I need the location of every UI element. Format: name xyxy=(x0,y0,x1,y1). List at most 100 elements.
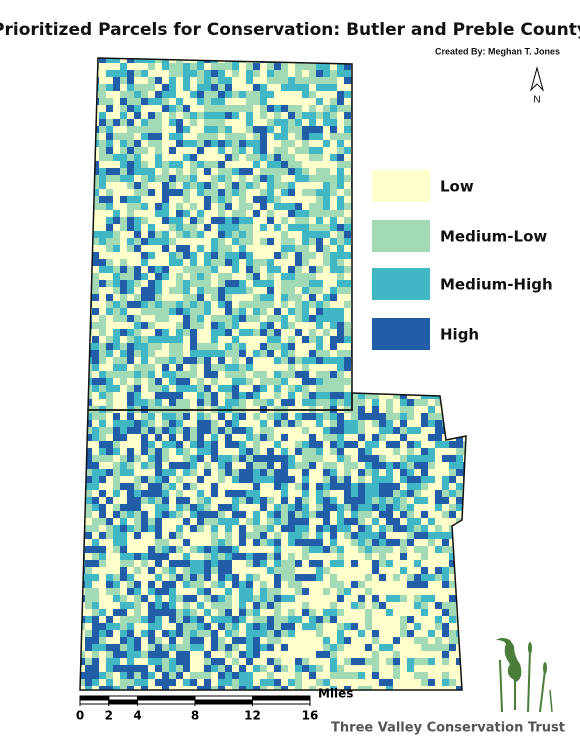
parcel xyxy=(197,441,205,449)
parcel xyxy=(428,133,436,141)
parcel xyxy=(421,539,429,547)
parcel xyxy=(225,658,233,666)
parcel xyxy=(141,630,149,638)
parcel xyxy=(99,140,107,148)
parcel xyxy=(386,378,394,386)
parcel xyxy=(99,476,107,484)
parcel xyxy=(120,490,128,498)
parcel xyxy=(365,245,373,253)
parcel xyxy=(162,483,170,491)
parcel xyxy=(253,84,261,92)
parcel xyxy=(239,637,247,645)
parcel xyxy=(92,280,100,288)
parcel xyxy=(323,252,331,260)
parcel xyxy=(344,350,352,358)
parcel xyxy=(99,308,107,316)
parcel xyxy=(162,616,170,624)
parcel xyxy=(204,532,212,540)
parcel xyxy=(330,112,338,120)
parcel xyxy=(176,343,184,351)
parcel xyxy=(316,630,324,638)
parcel xyxy=(232,252,240,260)
parcel xyxy=(456,343,464,351)
parcel xyxy=(106,560,114,568)
parcel xyxy=(253,238,261,246)
parcel xyxy=(337,462,345,470)
parcel xyxy=(141,210,149,218)
parcel xyxy=(155,434,163,442)
parcel xyxy=(323,273,331,281)
parcel xyxy=(260,532,268,540)
parcel xyxy=(267,322,275,330)
parcel xyxy=(365,308,373,316)
parcel xyxy=(428,651,436,659)
parcel xyxy=(414,518,422,526)
parcel xyxy=(253,441,261,449)
parcel xyxy=(260,336,268,344)
parcel xyxy=(386,161,394,169)
parcel xyxy=(358,651,366,659)
parcel xyxy=(141,616,149,624)
parcel xyxy=(379,539,387,547)
parcel xyxy=(239,623,247,631)
parcel xyxy=(323,147,331,155)
parcel xyxy=(358,539,366,547)
parcel xyxy=(274,210,282,218)
parcel xyxy=(435,658,443,666)
parcel xyxy=(80,630,86,638)
parcel xyxy=(197,280,205,288)
parcel xyxy=(379,378,387,386)
parcel xyxy=(99,210,107,218)
parcel xyxy=(351,490,359,498)
parcel xyxy=(246,140,254,148)
parcel xyxy=(274,518,282,526)
parcel xyxy=(428,427,436,435)
parcel xyxy=(365,420,373,428)
parcel xyxy=(260,665,268,673)
parcel xyxy=(176,434,184,442)
parcel xyxy=(316,420,324,428)
parcel xyxy=(92,294,100,302)
parcel xyxy=(351,427,359,435)
parcel xyxy=(400,301,408,309)
parcel xyxy=(330,70,338,78)
parcel xyxy=(92,245,100,253)
parcel xyxy=(330,322,338,330)
parcel xyxy=(120,140,128,148)
parcel xyxy=(421,455,429,463)
parcel xyxy=(162,343,170,351)
parcel xyxy=(155,560,163,568)
parcel xyxy=(302,70,310,78)
parcel xyxy=(428,147,436,155)
parcel xyxy=(435,497,443,505)
parcel xyxy=(176,273,184,281)
parcel xyxy=(232,273,240,281)
parcel xyxy=(80,644,86,652)
parcel xyxy=(274,623,282,631)
parcel xyxy=(106,329,114,337)
parcel xyxy=(386,371,394,379)
parcel xyxy=(309,98,317,106)
parcel xyxy=(358,525,366,533)
parcel xyxy=(372,357,380,365)
parcel xyxy=(456,161,464,169)
parcel xyxy=(239,70,247,78)
parcel xyxy=(99,98,107,106)
parcel xyxy=(435,623,443,631)
parcel xyxy=(85,497,93,505)
parcel xyxy=(393,420,401,428)
parcel xyxy=(442,203,450,211)
parcel xyxy=(260,511,268,519)
parcel xyxy=(169,455,177,463)
parcel xyxy=(134,434,142,442)
parcel xyxy=(176,112,184,120)
parcel xyxy=(407,420,415,428)
parcel xyxy=(204,217,212,225)
parcel xyxy=(316,77,324,85)
parcel xyxy=(92,490,100,498)
parcel xyxy=(134,343,142,351)
parcel xyxy=(169,532,177,540)
parcel xyxy=(407,63,415,71)
parcel xyxy=(113,126,121,134)
parcel xyxy=(281,119,289,127)
